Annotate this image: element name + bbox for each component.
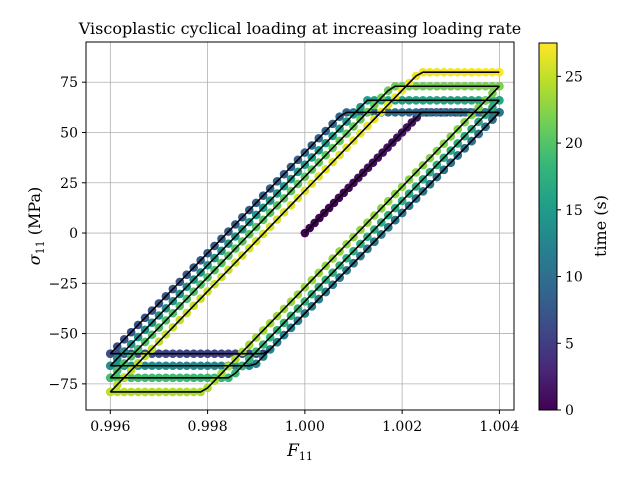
y-tick-label: 25 (60, 176, 78, 192)
y-tick-label: −75 (48, 377, 78, 393)
colorbar-tick-label: 25 (565, 69, 583, 85)
colorbar-tick-label: 10 (565, 270, 583, 286)
model-curve (109, 71, 500, 393)
plot-area-frame (85, 41, 515, 411)
y-tick-label: −50 (48, 327, 78, 343)
model-curve-segment (109, 99, 500, 367)
y-tick-label: 75 (60, 75, 78, 91)
x-tick-label: 1.002 (382, 419, 422, 435)
x-axis-label: F11 (286, 441, 313, 463)
colorbar (538, 42, 558, 411)
colorbar-tick-label: 5 (565, 336, 574, 352)
y-axis-label: σ11 (MPa) (25, 187, 47, 265)
model-curve-segment (109, 111, 500, 355)
chart-title: Viscoplastic cyclical loading at increas… (78, 19, 522, 38)
model-curve-segment (110, 85, 500, 393)
y-axis: −75 −50 −25 0 25 50 75 (48, 75, 86, 393)
y-tick-label: 0 (69, 226, 78, 242)
x-axis: 0.996 0.998 1.000 1.002 1.004 (90, 410, 520, 435)
colorbar-label: time (s) (591, 195, 610, 257)
y-tick-label: 50 (60, 125, 78, 141)
model-curve-segment (109, 85, 500, 379)
y-tick-label: −25 (48, 276, 78, 292)
colorbar-tick-label: 15 (565, 203, 583, 219)
model-curve-segment (110, 111, 500, 367)
model-curve-segment (109, 71, 500, 393)
colorbar-tick-label: 0 (565, 403, 574, 419)
colorbar-axis: 0 5 10 15 20 25 (557, 69, 583, 419)
x-tick-label: 1.000 (285, 419, 325, 435)
x-tick-label: 1.004 (479, 419, 519, 435)
data-point (495, 67, 504, 77)
x-tick-label: 0.998 (188, 419, 228, 435)
x-tick-label: 0.996 (90, 419, 130, 435)
model-curve-segment (110, 99, 500, 379)
grid-lines (86, 42, 514, 410)
colorbar-tick-label: 20 (565, 136, 583, 152)
